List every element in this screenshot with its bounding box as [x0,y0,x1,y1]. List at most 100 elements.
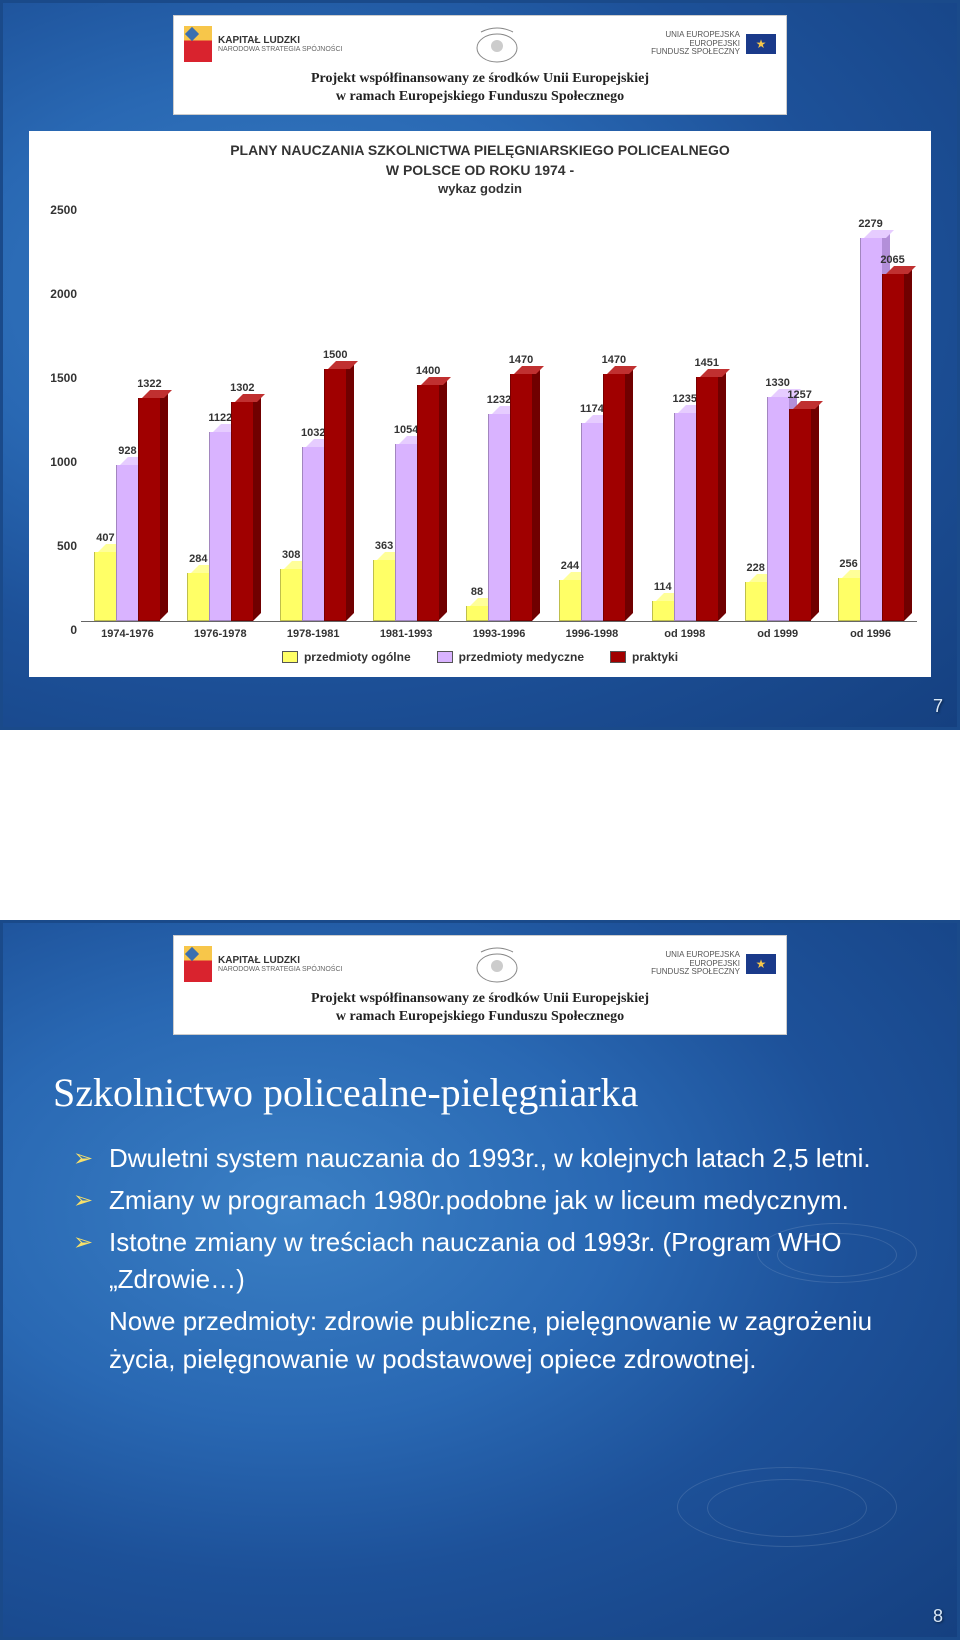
bar: 1174 [581,423,603,620]
x-tick-label: 1974-1976 [81,628,174,640]
bar-group: 36310541400 [360,202,453,621]
bar: 1330 [767,397,789,620]
bar: 1470 [510,374,532,621]
bar: 1054 [395,444,417,621]
chart-container: PLANY NAUCZANIA SZKOLNICTWA PIELĘGNIARSK… [29,131,931,677]
bar: 2065 [882,274,904,621]
bar-groups: 4079281322284112213023081032150036310541… [81,202,917,621]
y-tick-label: 2500 [50,203,77,217]
bar: 1122 [209,432,231,620]
chart-legend: przedmioty ogólne przedmioty medyczne prak… [37,650,923,664]
eu-sub2: FUNDUSZ SPOŁECZNY [651,48,740,57]
kl-label: KAPITAŁ LUDZKI [218,955,300,966]
bar: 2279 [860,238,882,621]
bar-group: 11412351451 [638,202,731,621]
logo-eu: UNIA EUROPEJSKA EUROPEJSKI FUNDUSZ SPOŁE… [651,951,776,977]
logo-akademia-pomorska [471,22,523,66]
bar: 407 [94,552,116,620]
bar: 1032 [302,447,324,620]
eu-flag-icon: ★ [746,34,776,54]
bar: 284 [187,573,209,621]
x-tick-label: od 1999 [731,628,824,640]
legend-item: praktyki [610,650,678,664]
bar: 1400 [417,385,439,620]
x-tick-label: od 1996 [824,628,917,640]
banner-caption-line2: w ramach Europejskiego Funduszu Społeczn… [184,88,776,106]
slide2-title: Szkolnictwo policealne-pielęgniarka [53,1069,907,1116]
logo-kapital-ludzki: KAPITAŁ LUDZKI NARODOWA STRATEGIA SPÓJNO… [184,26,342,62]
kl-sub: NARODOWA STRATEGIA SPÓJNOŚCI [218,46,342,54]
kl-label: KAPITAŁ LUDZKI [218,35,300,46]
x-tick-label: 1981-1993 [360,628,453,640]
y-tick-label: 0 [70,623,77,637]
x-tick-label: od 1998 [638,628,731,640]
y-axis: 05001000150020002500 [41,202,77,622]
bar: 363 [373,560,395,621]
bar: 1451 [696,377,718,621]
bar-value-label: 1470 [594,354,634,366]
y-tick-label: 500 [57,539,77,553]
bar-value-label: 1470 [501,354,541,366]
header-banner: KAPITAŁ LUDZKI NARODOWA STRATEGIA SPÓJNO… [173,15,787,115]
list-item: Istotne zmiany w treściach nauczania od … [73,1224,897,1299]
x-tick-label: 1993-1996 [453,628,546,640]
bar: 928 [116,465,138,621]
bar: 256 [838,578,860,621]
banner-caption-line2: w ramach Europejskiego Funduszu Społeczn… [184,1008,776,1026]
banner-caption-line1: Projekt współfinansowany ze środków Unii… [184,990,776,1008]
bar-value-label: 1302 [222,382,262,394]
legend-label: przedmioty medyczne [459,650,584,664]
bar-group: 22813301257 [731,202,824,621]
x-tick-label: 1996-1998 [545,628,638,640]
bar: 1235 [674,413,696,620]
x-axis-labels: 1974-19761976-19781978-19811981-19931993… [81,628,917,640]
chart-title-line2: W POLSCE OD ROKU 1974 - [37,161,923,181]
bar: 1500 [324,369,346,621]
banner-caption-line1: Projekt współfinansowany ze środków Unii… [184,70,776,88]
legend-swatch [610,651,626,663]
bar: 308 [280,569,302,621]
kl-sub: NARODOWA STRATEGIA SPÓJNOŚCI [218,966,342,974]
bar-group: 25622792065 [824,202,917,621]
x-tick-label: 1976-1978 [174,628,267,640]
slide-text: KAPITAŁ LUDZKI NARODOWA STRATEGIA SPÓJNO… [0,920,960,1640]
bar-value-label: 1451 [687,357,727,369]
slide-chart: KAPITAŁ LUDZKI NARODOWA STRATEGIA SPÓJNO… [0,0,960,730]
bar: 228 [745,582,767,620]
bar-group: 8812321470 [453,202,546,621]
bar-value-label: 1257 [780,389,820,401]
eu-sub2: FUNDUSZ SPOŁECZNY [651,968,740,977]
logo-akademia-pomorska [471,942,523,986]
page-number: 7 [933,696,943,717]
bar: 244 [559,580,581,621]
y-tick-label: 1500 [50,371,77,385]
x-tick-label: 1978-1981 [267,628,360,640]
legend-swatch [282,651,298,663]
bar-value-label: 1330 [758,377,798,389]
bar-value-label: 2279 [851,218,891,230]
bar: 88 [466,606,488,621]
list-subtext: Nowe przedmioty: zdrowie publiczne, piel… [73,1303,897,1378]
bar: 1470 [603,374,625,621]
legend-label: praktyki [632,650,678,664]
chart-title-line1: PLANY NAUCZANIA SZKOLNICTWA PIELĘGNIARSK… [37,141,923,161]
bar: 1257 [789,409,811,620]
bar: 114 [652,601,674,620]
eu-flag-icon: ★ [746,954,776,974]
chart-subtitle: wykaz godzin [37,181,923,196]
logo-kapital-ludzki: KAPITAŁ LUDZKI NARODOWA STRATEGIA SPÓJNO… [184,946,342,982]
y-tick-label: 1000 [50,455,77,469]
y-tick-label: 2000 [50,287,77,301]
legend-item: przedmioty medyczne [437,650,584,664]
legend-label: przedmioty ogólne [304,650,411,664]
logo-eu: UNIA EUROPEJSKA EUROPEJSKI FUNDUSZ SPOŁE… [651,31,776,57]
bar-group: 28411221302 [174,202,267,621]
bar: 1302 [231,402,253,621]
bar: 1322 [138,398,160,620]
slide2-bullets: Dwuletni system nauczania do 1993r., w k… [73,1140,897,1378]
bar-value-label: 2065 [873,254,913,266]
bar-value-label: 1500 [315,349,355,361]
list-item: Zmiany w programach 1980r.podobne jak w … [73,1182,897,1220]
page-number: 8 [933,1606,943,1627]
bar-group: 24411741470 [545,202,638,621]
